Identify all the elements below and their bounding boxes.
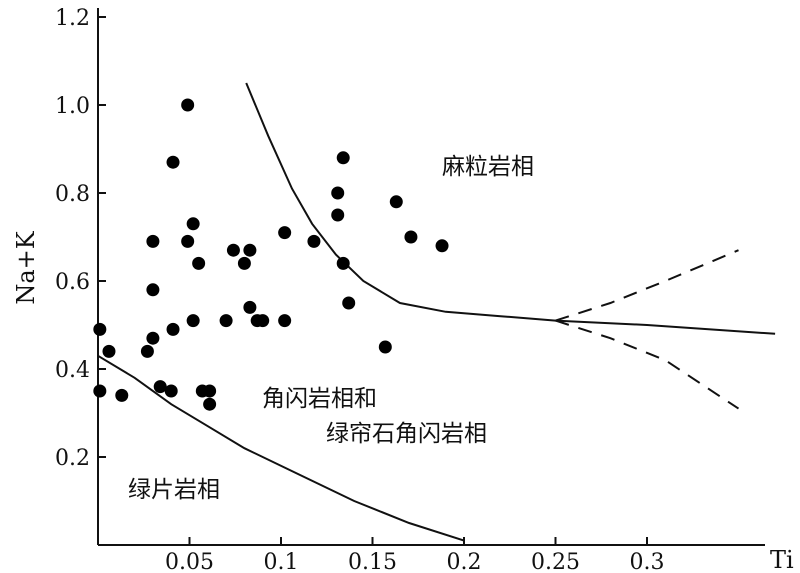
data-point (203, 384, 217, 398)
y-axis-label: Na+K (12, 230, 40, 304)
data-point (307, 234, 321, 248)
data-point (93, 384, 107, 398)
axes (97, 8, 765, 546)
data-point (219, 314, 233, 328)
data-point (181, 98, 195, 112)
region-label-epidote-amphibolite: 绿帘石角闪岩相 (326, 421, 487, 447)
data-point (146, 331, 160, 345)
data-point (278, 314, 292, 328)
data-point (146, 283, 160, 297)
axis-ticks (98, 16, 648, 545)
x-tick-label: 0.05 (165, 550, 214, 573)
region-label-greenschist: 绿片岩相 (128, 477, 220, 503)
facies-boundaries (97, 82, 776, 542)
data-points (93, 98, 449, 411)
data-point (389, 195, 403, 209)
y-tick-label: 0.2 (55, 446, 90, 471)
data-point (153, 380, 167, 394)
data-point (166, 322, 180, 336)
data-point (93, 322, 107, 336)
data-point (186, 217, 200, 231)
tick-labels: 0.05 0.1 0.15 0.2 0.25 0.3 0.2 0.4 0.6 0… (55, 6, 665, 573)
data-point (181, 234, 195, 248)
data-point (278, 226, 292, 240)
dashed-boundary-lower (555, 319, 740, 410)
data-point (378, 340, 392, 354)
data-point (115, 388, 129, 402)
data-point (336, 151, 350, 165)
data-point (336, 256, 350, 270)
data-point (226, 243, 240, 257)
data-point (243, 300, 257, 314)
data-point (435, 239, 449, 253)
region-label-granulite: 麻粒岩相 (442, 154, 534, 180)
granulite-amphibolite-boundary (245, 82, 776, 335)
y-tick-label: 1.0 (55, 94, 90, 119)
amphibolite-greenschist-boundary (97, 354, 465, 542)
data-point (192, 256, 206, 270)
data-point (186, 314, 200, 328)
x-tick-label: 0.3 (630, 550, 665, 573)
y-tick-label: 0.4 (55, 358, 90, 383)
data-point (331, 208, 345, 222)
x-tick-label: 0.25 (531, 550, 580, 573)
data-point (404, 230, 418, 244)
x-tick-label: 0.2 (447, 550, 482, 573)
data-point (243, 243, 257, 257)
data-point (164, 384, 178, 398)
y-tick-label: 1.2 (55, 6, 90, 31)
data-point (102, 344, 116, 358)
dashed-boundary-upper (555, 249, 739, 322)
data-point (146, 234, 160, 248)
data-point (331, 186, 345, 200)
data-point (140, 344, 154, 358)
region-labels: 麻粒岩相 角闪岩相和 绿帘石角闪岩相 绿片岩相 (128, 154, 534, 503)
y-tick-label: 0.8 (55, 182, 90, 207)
data-point (237, 256, 251, 270)
x-axis-label: Ti (770, 546, 794, 573)
data-point (166, 155, 180, 169)
data-point (203, 397, 217, 411)
region-label-amphibolite: 角闪岩相和 (262, 386, 377, 412)
x-tick-label: 0.1 (264, 550, 299, 573)
x-tick-label: 0.15 (348, 550, 397, 573)
y-tick-label: 0.6 (55, 270, 90, 295)
data-point (256, 314, 270, 328)
data-point (342, 296, 356, 310)
